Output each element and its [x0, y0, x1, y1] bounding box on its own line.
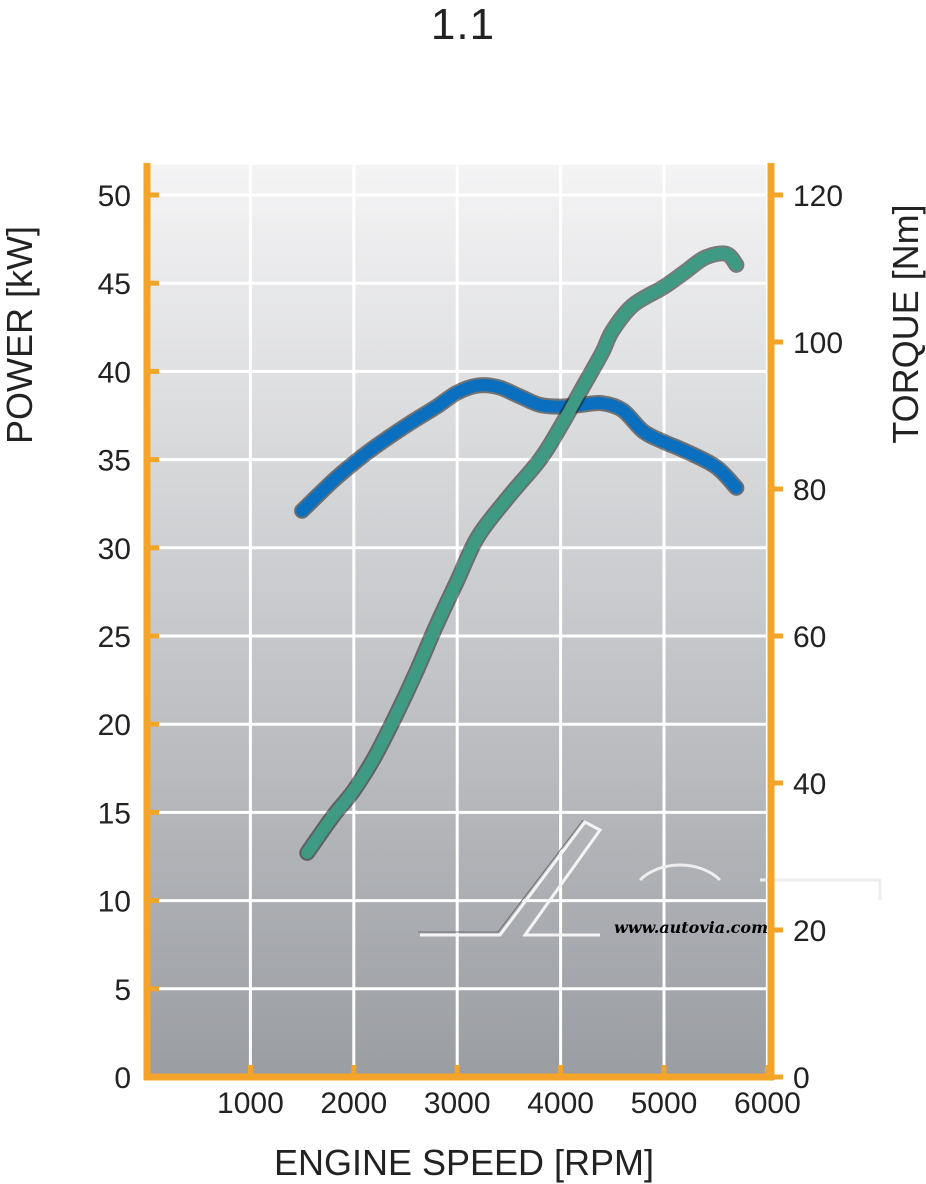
left-tick-label: 35	[98, 445, 131, 478]
x-tick-label: 2000	[320, 1087, 387, 1120]
x-axis-title: ENGINE SPEED [RPM]	[273, 1142, 655, 1183]
left-tick-label: 15	[98, 797, 131, 830]
axes	[143, 163, 783, 1081]
x-tick-label: 4000	[527, 1087, 594, 1120]
left-tick-label: 25	[98, 621, 131, 654]
right-tick-label: 0	[793, 1062, 810, 1095]
x-tick-label: 5000	[631, 1087, 698, 1120]
right-tick-label: 120	[793, 180, 843, 213]
torque-line	[301, 247, 743, 859]
left-tick-label: 40	[98, 356, 131, 389]
tick-labels: 0 5 10 15 20 25 30 35 40 45 50 0 20 40 60 80 100 120 1000 2…	[98, 180, 843, 1120]
x-tick-label: 3000	[424, 1087, 491, 1120]
left-tick-label: 0	[114, 1062, 131, 1095]
left-tick-label: 50	[98, 180, 131, 213]
x-tick-label: 6000	[734, 1087, 801, 1120]
right-tick-label: 100	[793, 327, 843, 360]
right-tick-label: 40	[793, 768, 826, 801]
power-line	[296, 379, 743, 517]
plot-background	[147, 165, 771, 1077]
right-tick-label: 80	[793, 474, 826, 507]
left-tick-label: 45	[98, 268, 131, 301]
watermark-logo	[418, 819, 882, 937]
grid	[147, 165, 771, 1077]
watermark-url: www.autovia.com	[614, 918, 768, 937]
chart-title: 1.1	[430, 0, 496, 49]
right-tick-label: 20	[793, 915, 826, 948]
left-tick-label: 5	[114, 974, 131, 1007]
left-tick-label: 30	[98, 533, 131, 566]
x-tick-label: 1000	[217, 1087, 284, 1120]
right-tick-label: 60	[793, 621, 826, 654]
left-tick-label: 20	[98, 709, 131, 742]
series	[294, 245, 745, 861]
left-tick-label: 10	[98, 886, 131, 919]
